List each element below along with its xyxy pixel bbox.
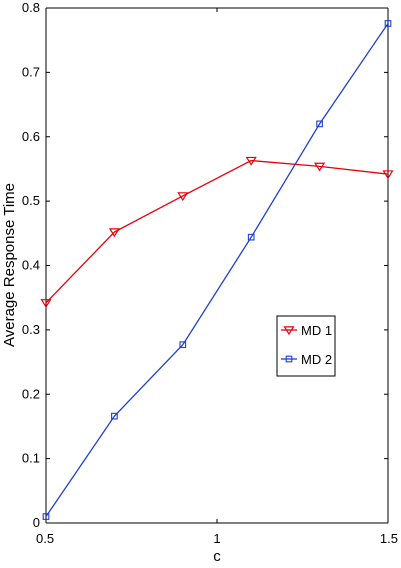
data-point <box>179 341 187 349</box>
y-tick-label: 0.6 <box>22 129 40 144</box>
y-tick-label: 0.8 <box>22 0 40 15</box>
data-point <box>111 412 118 420</box>
x-tick-label: 1.5 <box>380 531 398 546</box>
legend-box <box>276 315 336 377</box>
data-point <box>384 20 392 27</box>
data-point <box>247 233 255 241</box>
series-line <box>45 23 389 517</box>
y-tick-label: 0 <box>33 515 40 530</box>
y-axis-title: Average Response Time <box>1 183 18 347</box>
ticks: 0 0.1 0.2 0.3 0.4 0.5 0.6 0.7 0.8 0.5 1 1.5 <box>22 0 398 546</box>
data-point <box>40 299 52 309</box>
x-tick-label: 1 <box>213 531 220 546</box>
y-tick-label: 0.2 <box>22 386 40 401</box>
data-point <box>177 192 189 202</box>
data-point <box>42 513 50 520</box>
series <box>40 20 394 520</box>
series-line <box>45 159 389 304</box>
data-point <box>245 156 257 166</box>
legend-marker <box>283 326 295 336</box>
legend-marker <box>285 355 293 363</box>
data-point <box>382 170 394 180</box>
legend: MD 1 MD 2 <box>276 315 336 377</box>
y-tick-label: 0.7 <box>22 64 40 79</box>
legend-label: MD 2 <box>301 352 332 367</box>
y-tick-label: 0.5 <box>22 193 40 208</box>
data-point <box>108 228 120 238</box>
y-tick-label: 0.1 <box>22 451 40 466</box>
x-tick-label: 0.5 <box>36 531 54 546</box>
axes <box>45 7 389 524</box>
legend-label: MD 1 <box>301 323 332 338</box>
y-tick-label: 0.4 <box>22 258 40 273</box>
data-point <box>314 162 326 172</box>
y-tick-label: 0.3 <box>22 322 40 337</box>
data-point <box>316 120 323 128</box>
x-axis-title: c <box>213 548 221 565</box>
